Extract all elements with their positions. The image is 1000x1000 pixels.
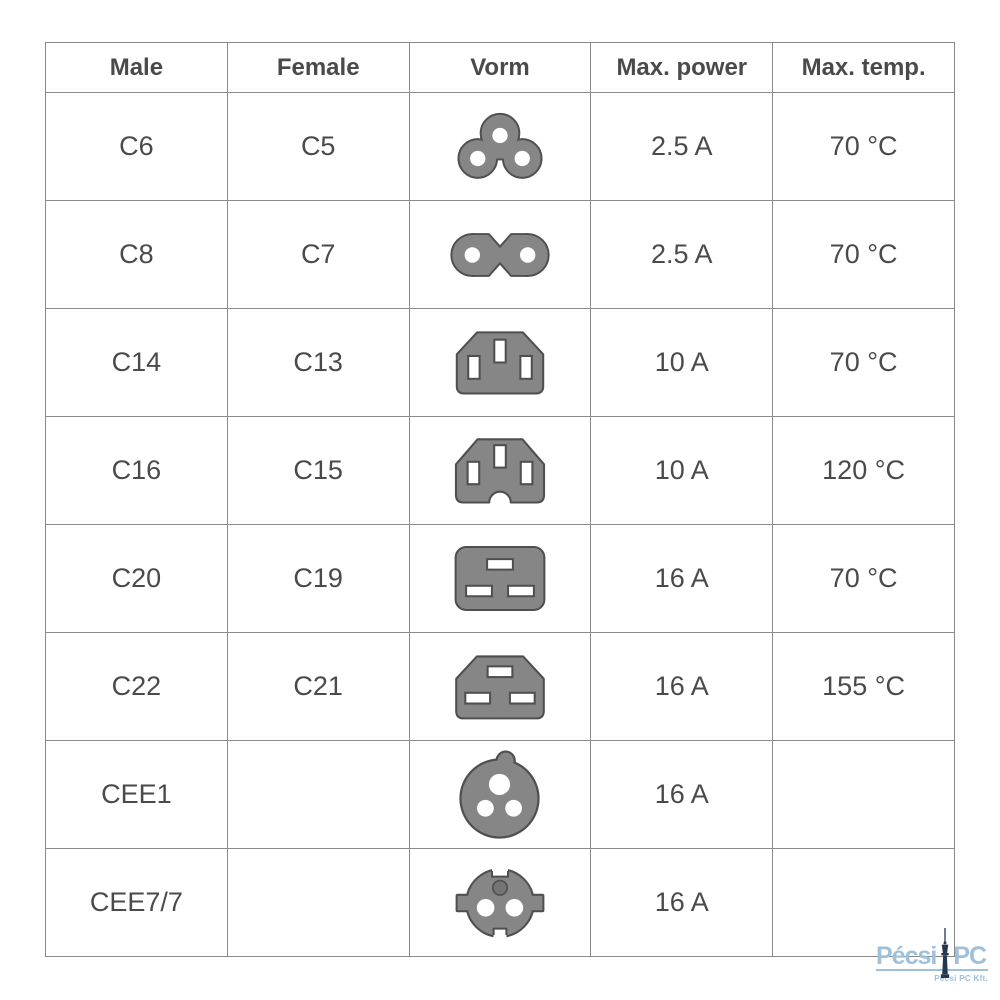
- logo-brand-first: Pécsi: [876, 942, 937, 970]
- female-cell: [226, 740, 410, 849]
- max-power-cell: 16 A: [590, 632, 774, 741]
- col-header-max-power: Max. power: [590, 42, 774, 93]
- table-row: C16 C15 10 A 120 °C: [45, 416, 955, 525]
- logo-caption: Pécsi PC Kft.: [934, 974, 988, 983]
- c19-connector-icon: [454, 546, 546, 611]
- vorm-cell: [408, 740, 592, 849]
- connector-spec-table: Male Female Vorm Max. power Max. temp. C…: [45, 42, 955, 957]
- max-temp-cell: 155 °C: [772, 632, 955, 741]
- col-header-male: Male: [45, 42, 228, 93]
- logo-brand-second: PC: [953, 942, 987, 970]
- male-cell: C8: [45, 200, 228, 309]
- female-cell: [226, 848, 410, 957]
- cee7-7-schuko-connector-icon: [455, 862, 545, 943]
- vorm-cell: [408, 308, 592, 417]
- male-cell: C14: [45, 308, 228, 417]
- table-row: C22 C21 16 A 155 °C: [45, 632, 955, 741]
- max-temp-cell: 70 °C: [772, 200, 955, 309]
- c5-cloverleaf-connector-icon: [457, 112, 543, 179]
- female-cell: C5: [226, 92, 410, 201]
- female-cell: C19: [226, 524, 410, 633]
- max-power-cell: 16 A: [590, 740, 774, 849]
- max-power-cell: 16 A: [590, 524, 774, 633]
- col-header-female: Female: [226, 42, 410, 93]
- logo-underline: [876, 969, 988, 971]
- vorm-cell: [408, 200, 592, 309]
- female-cell: C13: [226, 308, 410, 417]
- tv-tower-icon: [941, 928, 950, 978]
- c13-connector-icon: [455, 331, 545, 395]
- header-row: Male Female Vorm Max. power Max. temp.: [45, 42, 955, 93]
- c7-figure-eight-connector-icon: [450, 232, 550, 277]
- c15-notched-connector-icon: [454, 438, 546, 504]
- vorm-cell: [408, 524, 592, 633]
- max-power-cell: 10 A: [590, 308, 774, 417]
- max-temp-cell: 70 °C: [772, 92, 955, 201]
- max-temp-cell: [772, 848, 955, 957]
- male-cell: CEE1: [45, 740, 228, 849]
- male-cell: C6: [45, 92, 228, 201]
- female-cell: C21: [226, 632, 410, 741]
- c21-connector-icon: [455, 654, 545, 719]
- col-header-vorm: Vorm: [408, 42, 592, 93]
- max-power-cell: 2.5 A: [590, 200, 774, 309]
- table-row: CEE1 16 A: [45, 740, 955, 849]
- vorm-cell: [408, 848, 592, 957]
- max-temp-cell: 70 °C: [772, 308, 955, 417]
- max-temp-cell: 120 °C: [772, 416, 955, 525]
- male-cell: C20: [45, 524, 228, 633]
- vorm-cell: [408, 632, 592, 741]
- male-cell: CEE7/7: [45, 848, 228, 957]
- female-cell: C7: [226, 200, 410, 309]
- table-row: C8 C7 2.5 A 70 °C: [45, 200, 955, 309]
- max-power-cell: 10 A: [590, 416, 774, 525]
- table-row: C6 C5 2.5 A 70 °C: [45, 92, 955, 201]
- max-temp-cell: 70 °C: [772, 524, 955, 633]
- table-row: C14 C13 10 A 70 °C: [45, 308, 955, 417]
- vorm-cell: [408, 416, 592, 525]
- col-header-max-temp: Max. temp.: [772, 42, 955, 93]
- male-cell: C22: [45, 632, 228, 741]
- max-temp-cell: [772, 740, 955, 849]
- table-row: C20 C19 16 A 70 °C: [45, 524, 955, 633]
- max-power-cell: 2.5 A: [590, 92, 774, 201]
- table-row: CEE7/7: [45, 848, 955, 957]
- max-power-cell: 16 A: [590, 848, 774, 957]
- female-cell: C15: [226, 416, 410, 525]
- cee1-round-connector-icon: [459, 749, 541, 839]
- male-cell: C16: [45, 416, 228, 525]
- pecsipc-watermark-logo: Pécsi PC Pécsi PC Kft.: [876, 928, 988, 983]
- vorm-cell: [408, 92, 592, 201]
